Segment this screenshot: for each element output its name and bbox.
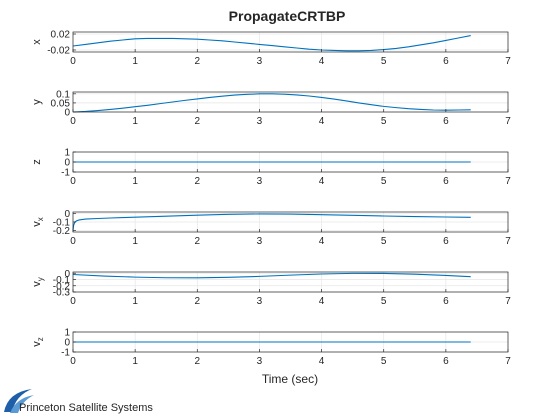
y-axis-label: y xyxy=(31,99,43,105)
x-tick-label: 1 xyxy=(132,236,138,247)
plot-area xyxy=(73,92,508,112)
y-tick-label: -0.1 xyxy=(53,275,71,286)
series-line xyxy=(72,272,471,279)
x-tick-label: 7 xyxy=(505,296,511,307)
x-tick-label: 5 xyxy=(381,56,387,67)
y-tick-label: -0.1 xyxy=(53,218,71,229)
x-tick-label: 0 xyxy=(70,356,76,367)
chart-title: PropagateCRTBP xyxy=(229,8,346,24)
x-tick-label: 2 xyxy=(195,176,201,187)
axes-box xyxy=(72,91,509,113)
x-tick-label: 1 xyxy=(132,56,138,67)
x-tick-label: 0 xyxy=(70,116,76,127)
x-tick-label: 5 xyxy=(381,356,387,367)
x-tick-label: 1 xyxy=(132,356,138,367)
x-tick-label: 1 xyxy=(132,176,138,187)
y-tick-label: 0.02 xyxy=(51,30,71,41)
x-tick-label: 6 xyxy=(443,236,449,247)
y-axis-label: vy xyxy=(31,277,45,287)
x-tick-label: 5 xyxy=(381,236,387,247)
y-tick-label: -0.02 xyxy=(47,46,70,57)
y-tick-label: -0.2 xyxy=(53,281,71,292)
company-logo: Princeton Satellite Systems xyxy=(4,389,153,414)
x-tick-label: 7 xyxy=(505,236,511,247)
x-tick-label: 2 xyxy=(195,356,201,367)
logo-swoosh-icon xyxy=(4,389,34,413)
y-axis-label: vz xyxy=(31,337,45,347)
x-tick-label: 3 xyxy=(257,296,263,307)
x-tick-label: 0 xyxy=(70,56,76,67)
x-tick-label: 2 xyxy=(195,56,201,67)
series-line xyxy=(72,213,471,231)
subplot-1: 0 1 2 3 4 5 6 7 0.02 -0.02 x xyxy=(31,30,511,68)
x-tick-label: 1 xyxy=(132,296,138,307)
y-tick-label: 0 xyxy=(64,338,70,349)
y-axis-label: z xyxy=(31,159,43,165)
x-tick-label: 6 xyxy=(443,56,449,67)
x-tick-label: 5 xyxy=(381,176,387,187)
axes-box xyxy=(72,271,509,293)
x-tick-label: 7 xyxy=(505,116,511,127)
y-tick-label: -0.2 xyxy=(53,226,71,237)
x-tick-label: 3 xyxy=(257,236,263,247)
x-axis-label: Time (sec) xyxy=(262,372,318,386)
x-tick-label: 6 xyxy=(443,296,449,307)
y-axis-label-subscript: y xyxy=(36,277,45,281)
x-tick-label: 6 xyxy=(443,116,449,127)
subplot-6: 0 1 2 3 4 5 6 710-1vz xyxy=(31,328,511,368)
logo-text: Princeton Satellite Systems xyxy=(19,402,153,414)
plot-area xyxy=(73,272,508,292)
subplot-4: 0 1 2 3 4 5 6 70-0.1-0.2vx xyxy=(31,209,511,247)
y-axis-label: x xyxy=(31,39,43,45)
x-tick-label: 7 xyxy=(505,176,511,187)
subplot-5: 0 1 2 3 4 5 6 70-0.1-0.2-0.3vy xyxy=(31,269,511,307)
y-axis-label: vx xyxy=(31,217,45,227)
x-tick-label: 3 xyxy=(257,356,263,367)
series-line xyxy=(72,93,471,113)
y-tick-label: -0.3 xyxy=(53,288,71,299)
y-tick-label: 0.05 xyxy=(51,98,71,109)
y-tick-label: 0 xyxy=(64,269,70,280)
x-tick-label: 2 xyxy=(195,116,201,127)
x-tick-label: 4 xyxy=(319,296,325,307)
x-tick-label: 3 xyxy=(257,176,263,187)
x-tick-label: 4 xyxy=(319,356,325,367)
y-axis-label-subscript: z xyxy=(36,337,45,341)
x-tick-label: 6 xyxy=(443,176,449,187)
x-tick-label: 5 xyxy=(381,296,387,307)
y-tick-label: 0.1 xyxy=(56,89,70,100)
x-tick-label: 0 xyxy=(70,296,76,307)
y-tick-label: 1 xyxy=(64,328,70,339)
plot-area xyxy=(73,32,508,52)
y-tick-label: 0 xyxy=(64,209,70,220)
x-tick-label: 4 xyxy=(319,116,325,127)
x-tick-label: 4 xyxy=(319,56,325,67)
x-tick-label: 3 xyxy=(257,116,263,127)
y-tick-label: 0 xyxy=(64,158,70,169)
x-tick-label: 7 xyxy=(505,56,511,67)
series-line xyxy=(72,35,471,52)
x-tick-label: 5 xyxy=(381,116,387,127)
x-tick-label: 3 xyxy=(257,56,263,67)
y-tick-label: -1 xyxy=(61,168,70,179)
x-tick-label: 4 xyxy=(319,236,325,247)
x-tick-label: 0 xyxy=(70,236,76,247)
y-axis-label-subscript: x xyxy=(36,217,45,221)
y-tick-label: 1 xyxy=(64,148,70,159)
x-tick-label: 0 xyxy=(70,176,76,187)
x-tick-label: 7 xyxy=(505,356,511,367)
y-tick-label: -1 xyxy=(61,348,70,359)
subplot-3: 0 1 2 3 4 5 6 710-1z xyxy=(31,148,511,188)
x-tick-label: 2 xyxy=(195,236,201,247)
x-tick-label: 1 xyxy=(132,116,138,127)
axes-box xyxy=(72,31,509,53)
y-tick-label: 0 xyxy=(64,108,70,119)
x-tick-label: 6 xyxy=(443,356,449,367)
x-tick-label: 2 xyxy=(195,296,201,307)
x-tick-label: 4 xyxy=(319,176,325,187)
